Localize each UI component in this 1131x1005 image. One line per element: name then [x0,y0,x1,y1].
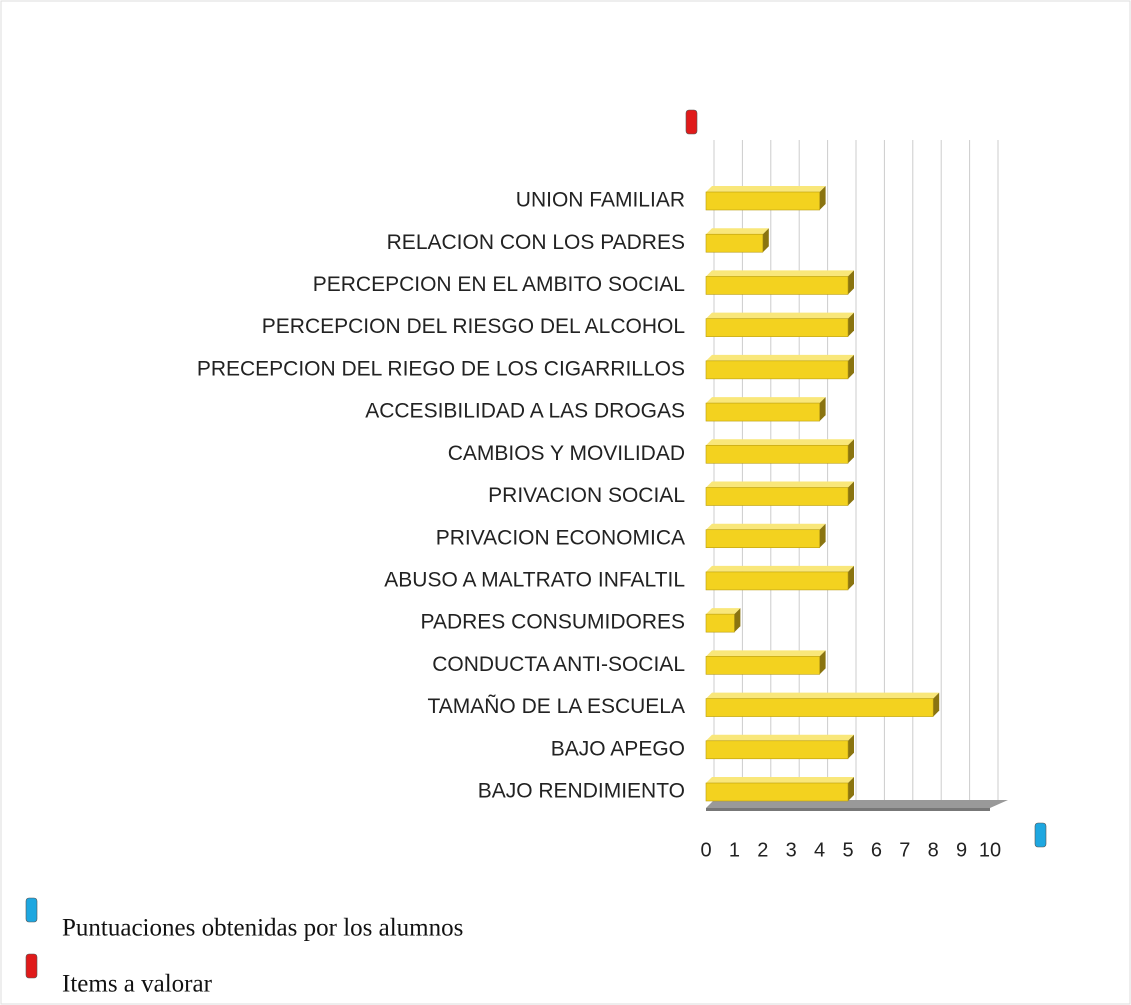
category-label: ABUSO A MALTRATO INFALTIL [384,568,685,591]
bar-side [819,397,826,422]
bar [705,228,769,253]
bar-front [705,698,934,717]
bar-front [705,571,849,591]
x-tick-label: 8 [928,839,939,861]
bar [705,692,940,717]
bar-front [705,487,849,506]
bar [705,397,826,422]
bar-front [705,613,735,633]
bar-front [705,740,849,760]
bar [705,777,854,802]
x-tick-label: 6 [871,839,882,861]
bar-side [819,186,826,210]
legend-swatch [25,897,38,923]
bar-side [762,228,769,253]
bar-top [706,650,826,657]
bar-side [848,312,854,337]
bar-side [848,481,854,506]
bar-front [705,191,820,211]
bar-front [705,529,820,549]
bar [705,354,854,380]
bar [705,270,854,295]
x-tick-label: 3 [786,839,797,861]
bar-front [705,656,820,675]
bar-top [706,270,854,277]
x-tick-label: 2 [757,839,768,861]
category-label: PERCEPCION EN EL AMBITO SOCIAL [313,273,685,296]
category-label: TAMAÑO DE LA ESCUELA [427,694,685,718]
bar-top [706,608,741,615]
x-tick-label: 4 [814,839,825,861]
bar [705,523,826,549]
bar [705,608,741,633]
x-tick-label: 7 [899,839,910,861]
bar-side [819,523,826,548]
bar-top [706,186,826,192]
category-label: PRECEPCION DEL RIEGO DE LOS CIGARRILLOS [197,357,685,380]
category-label: PADRES CONSUMIDORES [421,611,685,634]
x-tick-label: 10 [979,839,1001,861]
legend-label: Items a valorar [62,971,213,998]
floor [706,800,1008,808]
bar [705,734,854,760]
bar-top [706,777,854,783]
bar [705,439,854,464]
category-label: ACCESIBILIDAD A LAS DROGAS [365,400,685,423]
bar-top [706,523,826,530]
bar-top [706,565,854,572]
bar-top [706,692,940,699]
bar-front [705,402,820,422]
category-label: PRIVACION SOCIAL [488,484,685,507]
x-tick-label: 5 [842,839,853,861]
floor-edge [706,808,990,811]
bar-side [848,565,854,590]
bar [705,481,854,506]
bar-side [819,650,826,675]
bar-side [734,608,741,633]
category-label: PRIVACION ECONOMICA [436,526,685,549]
bar-top [706,354,854,361]
legend-label: Puntuaciones obtenidas por los alumnos [62,915,463,942]
bar-front [705,444,849,464]
bar [705,312,854,337]
bar [705,650,826,675]
category-label: BAJO RENDIMIENTO [478,780,685,803]
bar-top [706,481,854,488]
legend-swatch [25,953,38,979]
bar-side [848,439,854,464]
bar-side [933,692,940,717]
bar-front [705,233,764,253]
bar-side [848,354,854,379]
x-tick-label: 1 [729,839,740,861]
bar-front [705,318,849,337]
bar [705,565,854,591]
x-tick-label: 0 [700,839,711,861]
bar-front [705,782,849,802]
category-label: PERCEPCION DEL RIESGO DEL ALCOHOL [262,315,685,338]
category-label: RELACION CON LOS PADRES [387,231,685,254]
bar-side [848,734,854,759]
x-tick-label: 9 [956,839,967,861]
category-label: CONDUCTA ANTI-SOCIAL [432,653,685,676]
bar-front [705,276,849,295]
axis-marker [685,109,698,135]
bar-top [706,734,854,741]
bar-top [706,439,854,446]
category-label: BAJO APEGO [551,737,685,760]
axis-marker [1034,822,1047,848]
bar-side [848,270,854,295]
bar-side [848,777,854,801]
bar-front [705,360,849,380]
category-label: UNION FAMILIAR [516,189,685,212]
bar-top [706,312,854,319]
bar-top [706,397,826,404]
bar-top [706,228,769,235]
bar [705,186,826,211]
category-label: CAMBIOS Y MOVILIDAD [448,442,685,465]
